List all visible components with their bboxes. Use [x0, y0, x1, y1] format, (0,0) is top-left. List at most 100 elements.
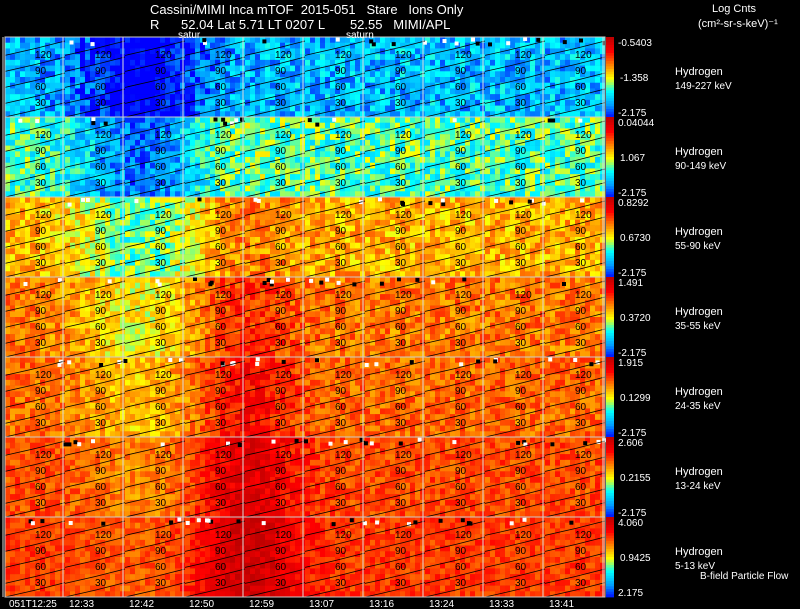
contour-label: 30 — [215, 98, 227, 109]
contour-label: 120 — [95, 210, 112, 221]
colorbar-segment — [606, 269, 614, 272]
contour-label: 60 — [35, 322, 47, 333]
colorbar-segment — [606, 498, 614, 501]
contour-label: 60 — [35, 562, 47, 573]
colorbar-segment — [606, 560, 614, 563]
colorbar-segment — [606, 525, 614, 528]
contour-label: 60 — [95, 82, 107, 93]
colorbar-segment — [606, 258, 614, 261]
contour-label: 60 — [395, 162, 407, 173]
contour-label: 60 — [575, 482, 587, 493]
contour-label: 30 — [455, 578, 467, 589]
contour-label: 30 — [155, 578, 167, 589]
colorbar-segment — [606, 114, 614, 117]
colorbar-segment — [606, 216, 614, 219]
colorbar-segment — [606, 37, 614, 40]
colorbar-segment — [606, 482, 614, 485]
contour-label: 30 — [515, 578, 527, 589]
contour-label: 90 — [395, 226, 407, 237]
colorbar-mid-label: 0.9425 — [620, 553, 651, 564]
contour-label: 30 — [575, 418, 587, 429]
colorbar-segment — [606, 168, 614, 171]
contour-label: 30 — [155, 418, 167, 429]
contour-label: 90 — [155, 146, 167, 157]
energy-panel: 3060901203060901203060901203060901203060… — [3, 117, 726, 199]
contour-label: 120 — [335, 50, 352, 61]
colorbar-segment — [606, 117, 614, 120]
contour-label: 60 — [395, 242, 407, 253]
contour-label: 30 — [275, 98, 287, 109]
contour-label: 30 — [95, 178, 107, 189]
contour-label: 90 — [95, 466, 107, 477]
contour-label: 90 — [455, 226, 467, 237]
contour-label: 120 — [95, 450, 112, 461]
contour-label: 60 — [395, 562, 407, 573]
contour-label: 120 — [395, 370, 412, 381]
contour-label: 90 — [215, 226, 227, 237]
x-tick-label: 051T12:25 — [9, 599, 57, 609]
colorbar-segment — [606, 410, 614, 413]
contour-label: 120 — [515, 290, 532, 301]
colorbar-segment — [606, 42, 614, 45]
contour-label: 120 — [575, 210, 592, 221]
colorbar-segment — [606, 170, 614, 173]
colorbar-segment — [606, 101, 614, 104]
contour-label: 30 — [35, 258, 47, 269]
contour-label: 60 — [215, 322, 227, 333]
colorbar-segment — [606, 330, 614, 333]
colorbar-segment — [606, 469, 614, 472]
contour-label: 90 — [275, 466, 287, 477]
colorbar-segment — [606, 408, 614, 411]
colorbar-segment — [606, 530, 614, 533]
colorbar-segment — [606, 458, 614, 461]
energy-label: 90-149 keV — [675, 161, 726, 172]
contour-label: 60 — [275, 242, 287, 253]
contour-label: 90 — [515, 306, 527, 317]
contour-label: 60 — [95, 402, 107, 413]
contour-label: 60 — [215, 242, 227, 253]
contour-label: 30 — [95, 258, 107, 269]
colorbar-segment — [606, 373, 614, 376]
colorbar-segment — [606, 285, 614, 288]
colorbar-segment — [606, 197, 614, 200]
contour-label: 30 — [575, 258, 587, 269]
colorbar-segment — [606, 306, 614, 309]
contour-label: 90 — [395, 546, 407, 557]
colorbar-segment — [606, 528, 614, 531]
contour-label: 30 — [455, 258, 467, 269]
contour-label: 120 — [395, 450, 412, 461]
energy-label: 24-35 keV — [675, 401, 721, 412]
x-tick-label: 13:41 — [549, 599, 574, 609]
colorbar-segment — [606, 384, 614, 387]
contour-label: 90 — [515, 146, 527, 157]
x-tick-label: 13:07 — [309, 599, 334, 609]
contour-label: 120 — [455, 370, 472, 381]
colorbar-segment — [606, 592, 614, 595]
colorbar-segment — [606, 496, 614, 499]
colorbar-segment — [606, 136, 614, 139]
colorbar-segment — [606, 432, 614, 435]
contour-label: 120 — [275, 210, 292, 221]
contour-label: 30 — [575, 98, 587, 109]
contour-label: 90 — [35, 386, 47, 397]
colorbar-segment — [606, 453, 614, 456]
colorbar-segment — [606, 405, 614, 408]
colorbar-segment — [606, 312, 614, 315]
colorbar-segment — [606, 120, 614, 123]
contour-label: 60 — [155, 162, 167, 173]
contour-label: 30 — [395, 178, 407, 189]
colorbar-segment — [606, 378, 614, 381]
contour-label: 120 — [455, 450, 472, 461]
contour-label: 60 — [395, 82, 407, 93]
contour-label: 90 — [575, 226, 587, 237]
x-tick-label: 13:33 — [489, 599, 514, 609]
colorbar-segment — [606, 274, 614, 277]
colorbar-segment — [606, 346, 614, 349]
contour-label: 60 — [275, 322, 287, 333]
contour-label: 30 — [215, 498, 227, 509]
contour-label: 60 — [35, 482, 47, 493]
colorbar-segment — [606, 562, 614, 565]
contour-label: 60 — [155, 322, 167, 333]
colorbar-segment — [606, 488, 614, 491]
species-label: Hydrogen — [675, 466, 723, 478]
